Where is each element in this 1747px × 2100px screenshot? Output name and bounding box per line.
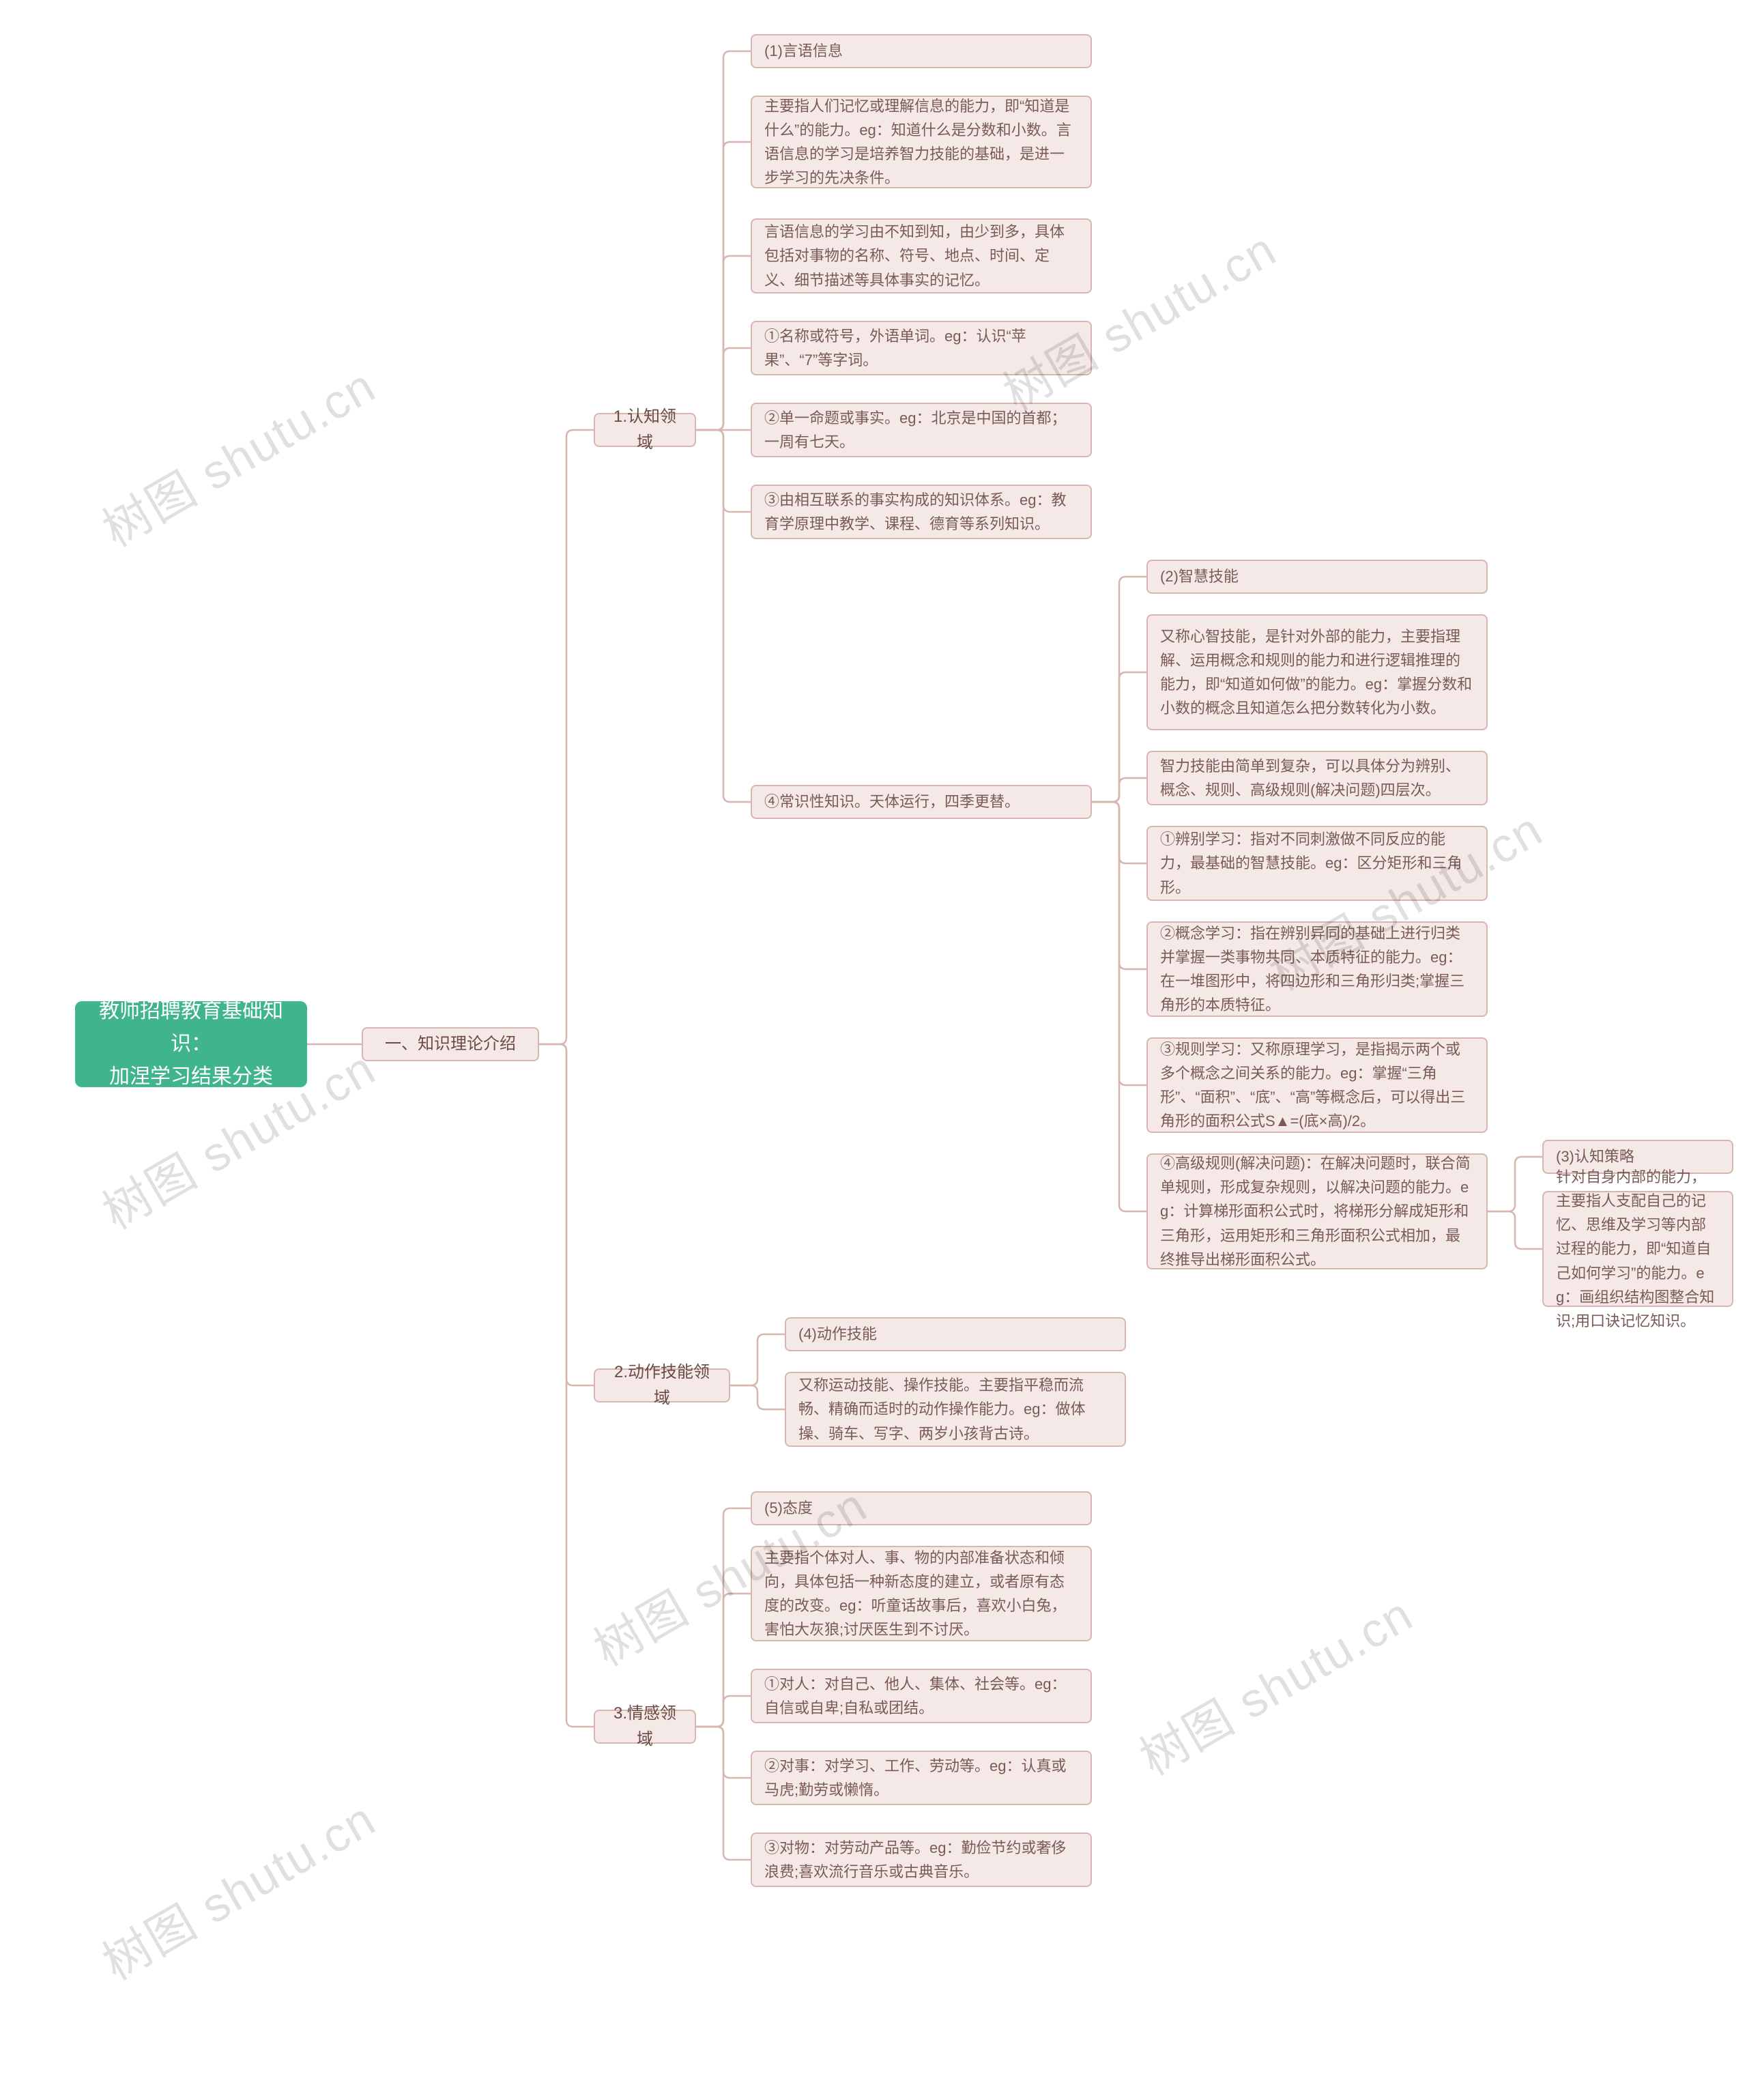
connector <box>730 1334 785 1385</box>
node-label: (4)动作技能 <box>786 1312 889 1355</box>
node-label: ②单一命题或事实。eg：北京是中国的首都；一周有七天。 <box>752 397 1091 463</box>
mindmap-node-n1a7g[interactable]: ④高级规则(解决问题)：在解决问题时，联合简单规则，形成复杂规则，以解决问题的能… <box>1146 1153 1488 1269</box>
node-label: ④常识性知识。天体运行，四季更替。 <box>752 780 1032 823</box>
connector <box>696 1508 751 1727</box>
watermark-text: 树图 shutu.cn <box>1126 1577 1424 1789</box>
node-label: 1.认知领域 <box>595 394 695 466</box>
node-label: ③对物：对劳动产品等。eg：勤俭节约或奢侈浪费;喜欢流行音乐或古典音乐。 <box>752 1826 1091 1893</box>
mindmap-node-n1b1[interactable]: (4)动作技能 <box>785 1317 1126 1351</box>
node-label: ①对人：对自己、他人、集体、社会等。eg：自信或自卑;自私或团结。 <box>752 1663 1091 1729</box>
mindmap-node-n1a7f[interactable]: ③规则学习：又称原理学习，是指揭示两个或多个概念之间关系的能力。eg：掌握“三角… <box>1146 1037 1488 1133</box>
connector <box>696 1696 751 1727</box>
connector <box>1092 672 1146 802</box>
mindmap-node-n1a7a[interactable]: (2)智慧技能 <box>1146 560 1488 594</box>
mindmap-node-n1c[interactable]: 3.情感领域 <box>594 1710 696 1744</box>
connector <box>539 1044 594 1727</box>
node-label: (2)智慧技能 <box>1148 555 1251 598</box>
node-label: ④高级规则(解决问题)：在解决问题时，联合简单规则，形成复杂规则，以解决问题的能… <box>1148 1142 1486 1281</box>
connector <box>539 430 594 1044</box>
mindmap-node-n1[interactable]: 一、知识理论介绍 <box>362 1027 539 1061</box>
node-label: ③由相互联系的事实构成的知识体系。eg：教育学原理中教学、课程、德育等系列知识。 <box>752 478 1091 545</box>
connector <box>1488 1157 1542 1211</box>
node-label: 又称运动技能、操作技能。主要指平稳而流畅、精确而适时的动作操作能力。eg：做体操… <box>786 1364 1125 1455</box>
node-label: 3.情感领域 <box>595 1691 695 1763</box>
connector <box>696 51 751 430</box>
mindmap-node-n1a3[interactable]: 言语信息的学习由不知到知，由少到多，具体包括对事物的名称、符号、地点、时间、定义… <box>751 218 1092 293</box>
mindmap-node-n1a7e[interactable]: ②概念学习：指在辨别异同的基础上进行归类并掌握一类事物共同、本质特征的能力。eg… <box>1146 921 1488 1017</box>
node-label: (5)态度 <box>752 1486 825 1529</box>
mindmap-node-n1a7c[interactable]: 智力技能由简单到复杂，可以具体分为辨别、概念、规则、高级规则(解决问题)四层次。 <box>1146 751 1488 805</box>
watermark-text: 树图 shutu.cn <box>89 1781 387 1994</box>
mindmap-node-n1a7d[interactable]: ①辨别学习：指对不同刺激做不同反应的能力，最基础的智慧技能。eg：区分矩形和三角… <box>1146 826 1488 901</box>
connector <box>696 430 751 512</box>
mindmap-node-n1c5[interactable]: ③对物：对劳动产品等。eg：勤俭节约或奢侈浪费;喜欢流行音乐或古典音乐。 <box>751 1832 1092 1887</box>
connector <box>696 348 751 430</box>
mindmap-node-n1a5[interactable]: ②单一命题或事实。eg：北京是中国的首都；一周有七天。 <box>751 403 1092 457</box>
node-label: 智力技能由简单到复杂，可以具体分为辨别、概念、规则、高级规则(解决问题)四层次。 <box>1148 745 1486 811</box>
node-label: 主要指个体对人、事、物的内部准备状态和倾向，具体包括一种新态度的建立，或者原有态… <box>752 1536 1091 1652</box>
connector <box>696 1727 751 1778</box>
connector <box>696 256 751 430</box>
connector <box>1092 577 1146 802</box>
connector <box>696 142 751 430</box>
mindmap-node-n1a1[interactable]: (1)言语信息 <box>751 34 1092 68</box>
mindmap-node-n1c2[interactable]: 主要指个体对人、事、物的内部准备状态和倾向，具体包括一种新态度的建立，或者原有态… <box>751 1546 1092 1641</box>
node-label: ③规则学习：又称原理学习，是指揭示两个或多个概念之间关系的能力。eg：掌握“三角… <box>1148 1028 1486 1143</box>
watermark-text: 树图 shutu.cn <box>89 348 387 560</box>
mindmap-node-n1c1[interactable]: (5)态度 <box>751 1491 1092 1525</box>
connector <box>1092 802 1146 969</box>
node-label: 2.动作技能领域 <box>595 1350 729 1422</box>
connector <box>730 1385 785 1409</box>
connector <box>1092 802 1146 863</box>
node-label: ②对事：对学习、工作、劳动等。eg：认真或马虎;勤劳或懒惰。 <box>752 1744 1091 1811</box>
connector <box>1488 1211 1542 1249</box>
mindmap-node-n1a2[interactable]: 主要指人们记忆或理解信息的能力，即“知道是什么”的能力。eg：知道什么是分数和小… <box>751 96 1092 188</box>
mindmap-node-n1c4[interactable]: ②对事：对学习、工作、劳动等。eg：认真或马虎;勤劳或懒惰。 <box>751 1751 1092 1805</box>
mindmap-node-n1a7[interactable]: ④常识性知识。天体运行，四季更替。 <box>751 785 1092 819</box>
connector <box>1092 802 1146 1211</box>
node-label: (1)言语信息 <box>752 29 855 72</box>
connector <box>696 430 751 802</box>
node-label: 教师招聘教育基础知识： 加涅学习结果分类 <box>76 986 306 1103</box>
node-label: 一、知识理论介绍 <box>373 1022 528 1067</box>
node-label: 针对自身内部的能力，主要指人支配自己的记忆、思维及学习等内部过程的能力，即“知道… <box>1544 1155 1732 1342</box>
node-label: 主要指人们记忆或理解信息的能力，即“知道是什么”的能力。eg：知道什么是分数和小… <box>752 85 1091 200</box>
mindmap-node-n1a4[interactable]: ①名称或符号，外语单词。eg：认识“苹果”、“7”等字词。 <box>751 321 1092 375</box>
node-label: ①名称或符号，外语单词。eg：认识“苹果”、“7”等字词。 <box>752 315 1091 382</box>
connector <box>539 1044 594 1385</box>
mindmap-node-n1a6[interactable]: ③由相互联系的事实构成的知识体系。eg：教育学原理中教学、课程、德育等系列知识。 <box>751 485 1092 539</box>
node-label: ①辨别学习：指对不同刺激做不同反应的能力，最基础的智慧技能。eg：区分矩形和三角… <box>1148 818 1486 909</box>
connector <box>696 1594 751 1727</box>
connector <box>696 1727 751 1860</box>
mindmap-node-n1b[interactable]: 2.动作技能领域 <box>594 1368 730 1403</box>
mindmap-node-n1b2[interactable]: 又称运动技能、操作技能。主要指平稳而流畅、精确而适时的动作操作能力。eg：做体操… <box>785 1372 1126 1447</box>
mindmap-node-n1a[interactable]: 1.认知领域 <box>594 413 696 447</box>
node-label: 言语信息的学习由不知到知，由少到多，具体包括对事物的名称、符号、地点、时间、定义… <box>752 210 1091 302</box>
connector <box>1092 802 1146 1085</box>
node-label: ②概念学习：指在辨别异同的基础上进行归类并掌握一类事物共同、本质特征的能力。eg… <box>1148 912 1486 1027</box>
node-label: 又称心智技能，是针对外部的能力，主要指理解、运用概念和规则的能力和进行逻辑推理的… <box>1148 615 1486 730</box>
mindmap-node-n1a7g2[interactable]: 针对自身内部的能力，主要指人支配自己的记忆、思维及学习等内部过程的能力，即“知道… <box>1542 1191 1733 1307</box>
mindmap-node-n1c3[interactable]: ①对人：对自己、他人、集体、社会等。eg：自信或自卑;自私或团结。 <box>751 1669 1092 1723</box>
mindmap-node-n1a7b[interactable]: 又称心智技能，是针对外部的能力，主要指理解、运用概念和规则的能力和进行逻辑推理的… <box>1146 614 1488 730</box>
connector <box>1092 778 1146 802</box>
mindmap-node-root[interactable]: 教师招聘教育基础知识： 加涅学习结果分类 <box>75 1001 307 1087</box>
